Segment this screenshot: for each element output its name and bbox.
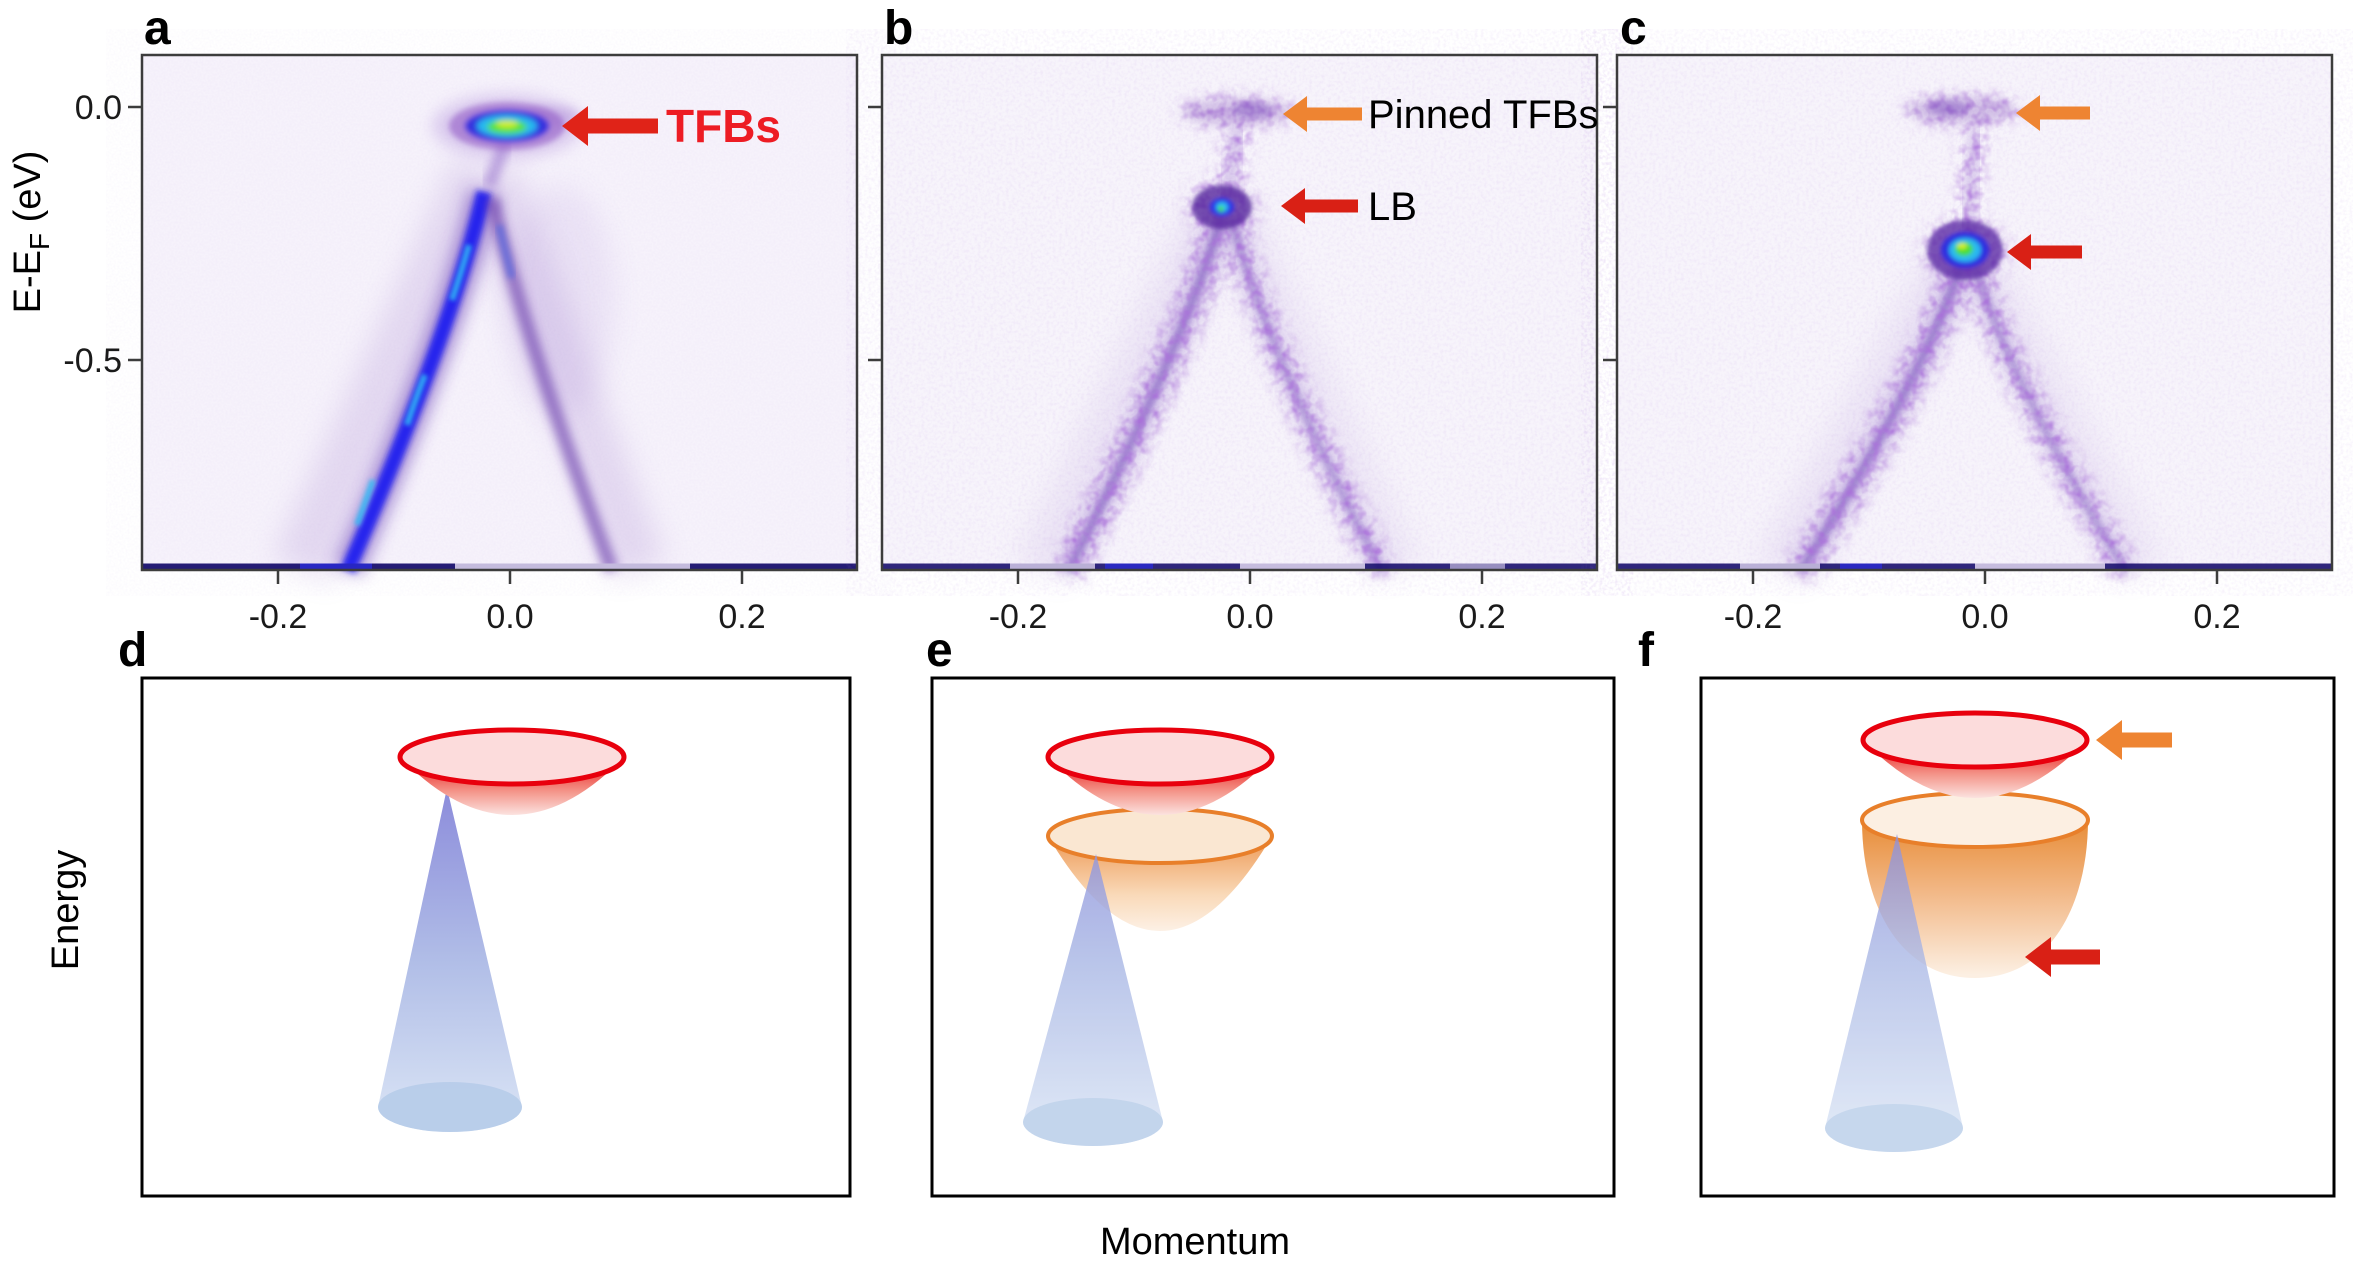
panel-b-border — [880, 53, 1599, 572]
xtick-c-zero: 0.0 — [1961, 598, 2008, 636]
panel-b-spectrum — [882, 55, 1597, 585]
xtick-c-neg: -0.2 — [1724, 598, 1783, 636]
lb-spot — [1192, 185, 1252, 229]
flat-band-disk-e — [1045, 727, 1275, 815]
xtick-a-neg: -0.2 — [249, 598, 308, 636]
dirac-cone-d — [378, 788, 522, 1132]
panel-d-schematic — [142, 678, 850, 1196]
momentum-axis-label: Momentum — [1100, 1221, 1290, 1263]
flat-band-disk-f — [1860, 710, 2090, 798]
ytick-neg05: -0.5 — [63, 342, 122, 380]
panel-a-border — [140, 53, 859, 572]
pinned-tfbs-arrow-c-icon — [2016, 95, 2090, 131]
xtick-labels-a: -0.2 0.0 0.2 — [249, 598, 766, 636]
panel-f-schematic — [1701, 678, 2334, 1196]
bottom-intensity-strip-c — [1617, 563, 2332, 570]
cone-base-ellipse-f — [1825, 1104, 1963, 1152]
xtick-b-zero: 0.0 — [1226, 598, 1273, 636]
cone-base-ellipse-d — [378, 1082, 522, 1132]
pinned-tfbs-smudge-c — [1907, 96, 2017, 124]
xtick-labels-b: -0.2 0.0 0.2 — [989, 598, 1506, 636]
panel-label-b: b — [884, 2, 913, 55]
energy-axis-label: Energy — [45, 850, 87, 970]
dirac-cone-e — [1023, 854, 1163, 1146]
xtick-labels-c: -0.2 0.0 0.2 — [1724, 598, 2241, 636]
xtick-a-zero: 0.0 — [486, 598, 533, 636]
panel-c-spectrum — [1617, 55, 2332, 586]
bottom-intensity-strip-b — [882, 563, 1597, 570]
xtick-c-pos: 0.2 — [2193, 598, 2240, 636]
panel-label-c: c — [1620, 2, 1647, 55]
panel-a-spectrum — [142, 55, 857, 584]
panel-e-schematic — [932, 678, 1614, 1196]
panel-label-a: a — [144, 2, 171, 55]
band-max-spot-c — [1927, 220, 2003, 280]
flat-band-disk-d — [397, 727, 627, 815]
bottom-intensity-strip-a — [142, 563, 857, 570]
cone-base-ellipse-e — [1023, 1098, 1163, 1146]
dirac-cone-f — [1825, 834, 1963, 1152]
lb-arrow-icon — [1281, 188, 1358, 224]
tfbs-label: TFBs — [666, 100, 781, 152]
panel-label-f: f — [1638, 624, 1655, 677]
lb-label: LB — [1368, 185, 1417, 229]
panel-label-d: d — [118, 624, 147, 677]
band-max-arrow-c-icon — [2007, 234, 2082, 270]
panel-d-border — [140, 676, 852, 1198]
bowl-bottom-arrow-f-icon — [2025, 937, 2100, 977]
flat-band-arrow-f-icon — [2096, 720, 2172, 760]
ytick-zero: 0.0 — [75, 89, 122, 127]
xtick-b-neg: -0.2 — [989, 598, 1048, 636]
pinned-tfbs-label: Pinned TFBs — [1368, 93, 1599, 137]
panel-f-border — [1699, 676, 2336, 1198]
xtick-a-pos: 0.2 — [718, 598, 765, 636]
xtick-b-pos: 0.2 — [1458, 598, 1505, 636]
panel-label-e: e — [926, 624, 953, 677]
y-axis-label: E-EF (eV) — [7, 151, 55, 314]
panel-e-border — [930, 676, 1616, 1198]
axis-ticks — [128, 105, 2219, 584]
tfbs-arrow-icon — [562, 106, 658, 146]
pinned-tfbs-arrow-icon — [1283, 96, 1362, 132]
tfbs-spot — [432, 94, 582, 158]
panel-c-border — [1615, 53, 2334, 572]
pinned-tfbs-smudge-b — [1182, 98, 1292, 126]
